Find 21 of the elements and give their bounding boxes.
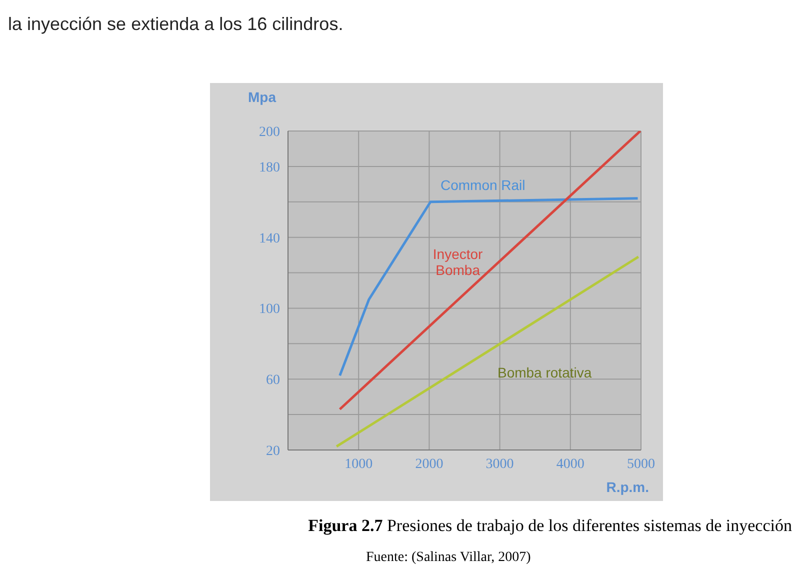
x-tick-label: 1000 (344, 456, 373, 472)
line-series (338, 197, 639, 377)
x-tick-label: 5000 (627, 456, 655, 472)
series-label: Common Rail (440, 176, 526, 193)
y-tick-label: 100 (259, 302, 280, 318)
text: la inyección se extienda a los 16 cilindros. (8, 14, 344, 35)
y-tick-label: 200 (259, 124, 280, 140)
x-tick-label: 3000 (486, 456, 514, 472)
y-axis-title: Mpa (248, 89, 276, 105)
source-note: Fuente: (Salinas Villar, 2007) (366, 550, 531, 566)
y-tick-label: 180 (259, 160, 280, 176)
x-tick-label: 2000 (415, 456, 444, 472)
y-tick-label: 140 (259, 231, 280, 246)
x-tick-label: 4000 (556, 456, 584, 472)
text: Figura 2.7 (308, 516, 383, 535)
x-axis-title: R.p.m. (606, 479, 649, 495)
text: Presiones de trabajo de los diferentes sistemas de inyección (386, 516, 792, 535)
y-tick-label: 60 (266, 373, 280, 388)
series-label: Inyector Bomba (432, 246, 484, 278)
y-tick-label: 20 (266, 444, 280, 459)
series-label: Bomba rotativa (497, 364, 592, 380)
